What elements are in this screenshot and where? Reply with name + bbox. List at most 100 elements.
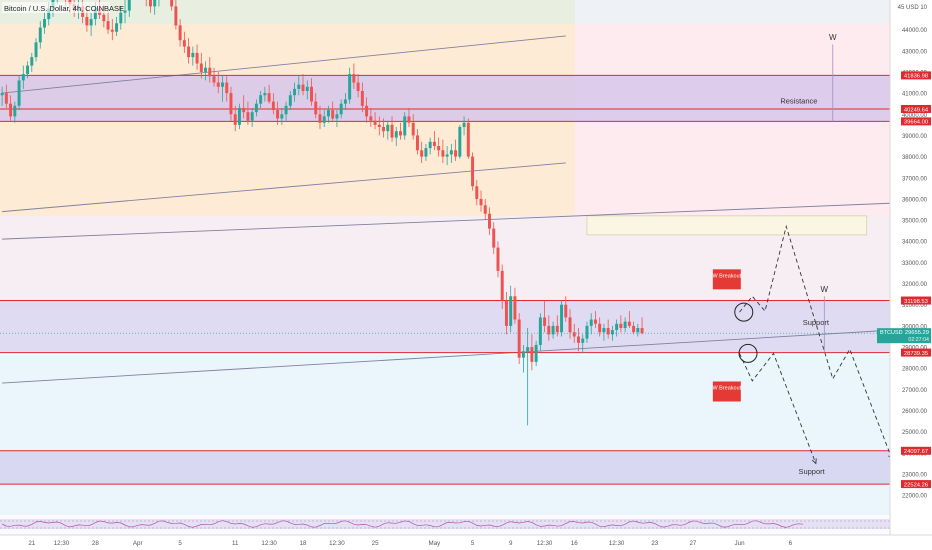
candle (509, 285, 513, 333)
candle (492, 222, 496, 254)
resistance-zone (0, 75, 890, 122)
candle-body (593, 319, 597, 324)
candle (466, 118, 470, 159)
trendline-3 (2, 329, 893, 384)
price-tick-label: 25000.00 (902, 430, 928, 436)
candle-body (123, 10, 127, 13)
candle (530, 334, 534, 371)
candle (89, 12, 93, 36)
candle-body (89, 19, 93, 26)
candle (627, 311, 631, 329)
candle (199, 52, 203, 79)
candle-body (373, 120, 377, 125)
candle-body (127, 0, 131, 11)
candle (4, 84, 8, 108)
candle-body (432, 141, 436, 147)
candle-body (267, 93, 271, 102)
time-tick-label: 12:30 (609, 540, 625, 547)
level-tag-bg-1 (901, 104, 931, 113)
candle-body (564, 304, 568, 318)
time-tick-label: Apr (133, 540, 143, 547)
candle-body (623, 321, 627, 329)
time-tick-label: 12:30 (329, 540, 345, 547)
candle-body (538, 317, 542, 345)
candle-body (216, 82, 220, 87)
price-tick-label: 35000.00 (902, 219, 928, 225)
candle-body (441, 150, 445, 157)
price-level-tags: 41836.98 40249.64 39664.00 31198.53 28739.35… (901, 71, 931, 488)
candle (216, 71, 220, 94)
candle (373, 112, 377, 130)
candle-body (496, 247, 500, 271)
candle-body (26, 65, 30, 75)
indicator-line-layer (0, 520, 890, 529)
candle (403, 112, 407, 140)
candle (123, 0, 127, 24)
candle-body (148, 0, 152, 7)
candle-body (445, 154, 449, 157)
candle-body (403, 116, 407, 136)
candle (488, 207, 491, 235)
candle-body (153, 0, 157, 7)
candle-body (534, 344, 538, 362)
candle (204, 61, 208, 81)
candle (428, 137, 432, 155)
candle (568, 308, 572, 339)
time-tick-label: 12:30 (261, 540, 277, 547)
candle (420, 141, 424, 163)
candle-body (462, 122, 466, 127)
candle (212, 67, 216, 87)
level-tag-bg-2 (901, 117, 931, 126)
price-levels-layer (0, 74, 890, 485)
candle (293, 82, 297, 102)
candle (454, 139, 458, 161)
current-price-symbol: BTCUSD (880, 330, 903, 336)
time-axis[interactable] (0, 535, 932, 550)
candle (572, 323, 576, 343)
projection-path-0 (739, 224, 893, 460)
annotations-layer: Resistance Support Support W W W Breakout W Br… (712, 33, 837, 476)
candle (407, 107, 411, 127)
candle-body (85, 16, 89, 26)
candle-body (204, 67, 208, 72)
breakout-label-6: W Breakout (712, 381, 742, 402)
candle (598, 317, 602, 337)
candle (445, 146, 449, 166)
candle (581, 334, 585, 354)
candle-body (437, 146, 441, 151)
candle-body (615, 323, 619, 331)
candle (343, 93, 347, 111)
candle-body (254, 103, 258, 113)
candle-body (517, 319, 521, 358)
candle (411, 114, 415, 140)
candle-body (606, 328, 610, 335)
time-tick-label: 18 (300, 540, 307, 547)
candle-body (208, 67, 212, 77)
candle (377, 116, 381, 136)
level-tag-text-2: 39664.00 (904, 120, 928, 126)
candle-body (602, 328, 606, 333)
time-tick-label: Jun (735, 540, 746, 547)
annotation-support-1: Support (803, 318, 830, 327)
price-tick-label: 41000.00 (902, 92, 928, 98)
time-tick-label: 6 (789, 540, 793, 547)
price-tick-label: 40000.00 (902, 113, 928, 119)
candle (326, 105, 330, 123)
level-tag-bg-3 (901, 296, 931, 305)
price-axis[interactable] (890, 0, 932, 535)
candle-body (399, 131, 402, 136)
breakout-label-text: W Breakout (712, 385, 741, 391)
candle-body (526, 347, 530, 352)
candle-body (187, 46, 191, 58)
candle-body (331, 110, 335, 119)
candle (356, 74, 360, 98)
candle-body (390, 124, 394, 138)
candle-body (106, 21, 110, 30)
candle-body (513, 296, 517, 320)
candle (415, 129, 419, 155)
time-tick-label: 9 (509, 540, 513, 547)
bg-zone-top-right (575, 0, 890, 24)
candle-body (21, 74, 25, 81)
breakout-label-bg (712, 269, 741, 290)
